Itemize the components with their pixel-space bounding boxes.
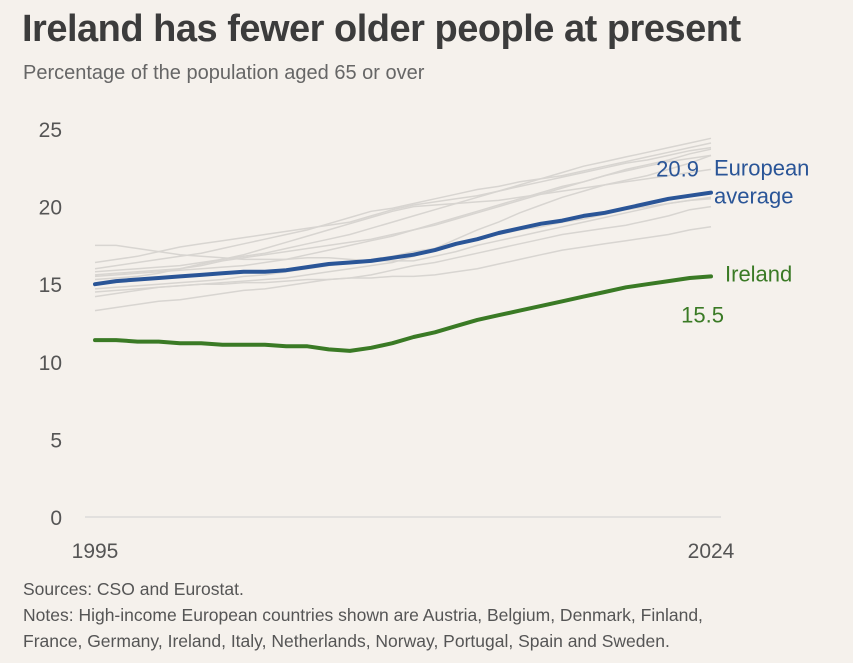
y-tick-label-25: 25 <box>39 119 62 142</box>
chart-subtitle: Percentage of the population aged 65 or … <box>23 62 425 84</box>
x-tick-label-1995: 1995 <box>72 540 119 563</box>
notes-line-2: France, Germany, Ireland, Italy, Netherl… <box>23 631 670 651</box>
background-line-6 <box>94 168 712 281</box>
y-tick-label-20: 20 <box>39 197 62 220</box>
axes: 0 5 10 15 20 25 1995 2024 <box>39 119 735 563</box>
chart-footer: Sources: CSO and Eurostat. Notes: High-i… <box>23 576 843 654</box>
series-line-ireland <box>93 274 713 353</box>
background-line-9 <box>94 137 712 273</box>
sources-note: Sources: CSO and Eurostat. <box>23 579 244 599</box>
x-tick-label-2024: 2024 <box>688 540 735 563</box>
ireland-label: Ireland <box>725 261 792 286</box>
background-country-lines <box>94 137 712 312</box>
european-label-line2: average <box>714 184 794 209</box>
european-label-line1: European <box>714 156 809 181</box>
background-line-7 <box>94 146 712 264</box>
background-line-8 <box>94 148 712 276</box>
background-line-4 <box>94 205 712 312</box>
line-chart: 0 5 10 15 20 25 1995 2024 20.9 European average Ir… <box>39 119 810 563</box>
european-end-value: 20.9 <box>656 157 699 182</box>
notes-line-1: Notes: High-income European countries sh… <box>23 605 703 625</box>
y-tick-label-15: 15 <box>39 274 62 297</box>
highlighted-series <box>93 190 713 353</box>
y-tick-label-0: 0 <box>50 507 62 530</box>
chart-title: Ireland has fewer older people at presen… <box>22 8 741 50</box>
y-tick-label-10: 10 <box>39 352 62 375</box>
background-line-2 <box>95 198 712 262</box>
background-line-10 <box>94 226 712 293</box>
y-tick-label-5: 5 <box>50 429 62 452</box>
ireland-end-value: 15.5 <box>681 302 724 327</box>
background-line-1 <box>94 142 712 270</box>
series-line-european-average <box>93 190 713 287</box>
